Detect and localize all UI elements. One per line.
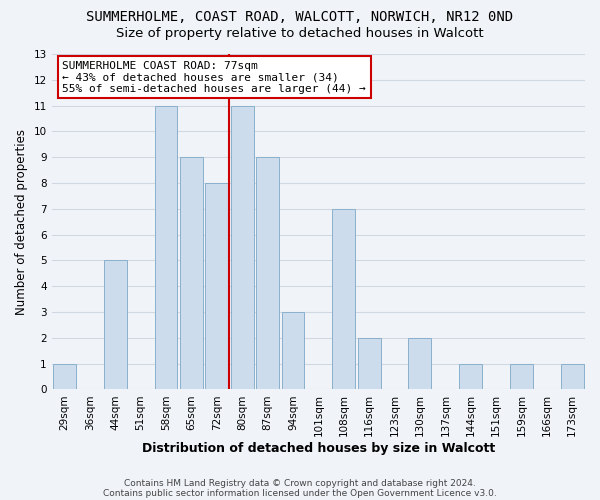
Bar — [332, 209, 355, 390]
Bar — [281, 312, 304, 390]
Bar — [561, 364, 584, 390]
Text: Size of property relative to detached houses in Walcott: Size of property relative to detached ho… — [116, 28, 484, 40]
Bar — [459, 364, 482, 390]
Bar — [155, 106, 178, 390]
Bar — [510, 364, 533, 390]
Bar — [180, 157, 203, 390]
Text: Contains HM Land Registry data © Crown copyright and database right 2024.: Contains HM Land Registry data © Crown c… — [124, 478, 476, 488]
Text: Contains public sector information licensed under the Open Government Licence v3: Contains public sector information licen… — [103, 488, 497, 498]
Bar — [53, 364, 76, 390]
Bar — [104, 260, 127, 390]
Bar — [231, 106, 254, 390]
Bar — [358, 338, 380, 390]
Bar — [205, 183, 228, 390]
Text: SUMMERHOLME COAST ROAD: 77sqm
← 43% of detached houses are smaller (34)
55% of s: SUMMERHOLME COAST ROAD: 77sqm ← 43% of d… — [62, 60, 366, 94]
Bar — [409, 338, 431, 390]
Text: SUMMERHOLME, COAST ROAD, WALCOTT, NORWICH, NR12 0ND: SUMMERHOLME, COAST ROAD, WALCOTT, NORWIC… — [86, 10, 514, 24]
X-axis label: Distribution of detached houses by size in Walcott: Distribution of detached houses by size … — [142, 442, 495, 455]
Bar — [256, 157, 279, 390]
Y-axis label: Number of detached properties: Number of detached properties — [15, 128, 28, 314]
